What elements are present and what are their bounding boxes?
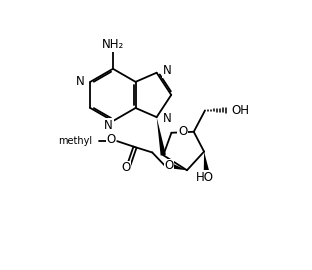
Polygon shape [157,117,166,156]
Text: O: O [164,159,173,172]
Text: N: N [163,64,171,77]
Text: OH: OH [232,104,250,117]
Text: O: O [121,161,131,174]
Text: N: N [76,75,84,88]
Text: methyl: methyl [58,136,92,146]
Polygon shape [204,151,209,171]
Text: NH₂: NH₂ [102,38,124,51]
Text: O: O [106,133,116,146]
Text: O: O [178,125,187,138]
Text: N: N [163,112,171,125]
Text: N: N [104,119,113,132]
Text: HO: HO [196,171,214,184]
Polygon shape [170,163,187,170]
